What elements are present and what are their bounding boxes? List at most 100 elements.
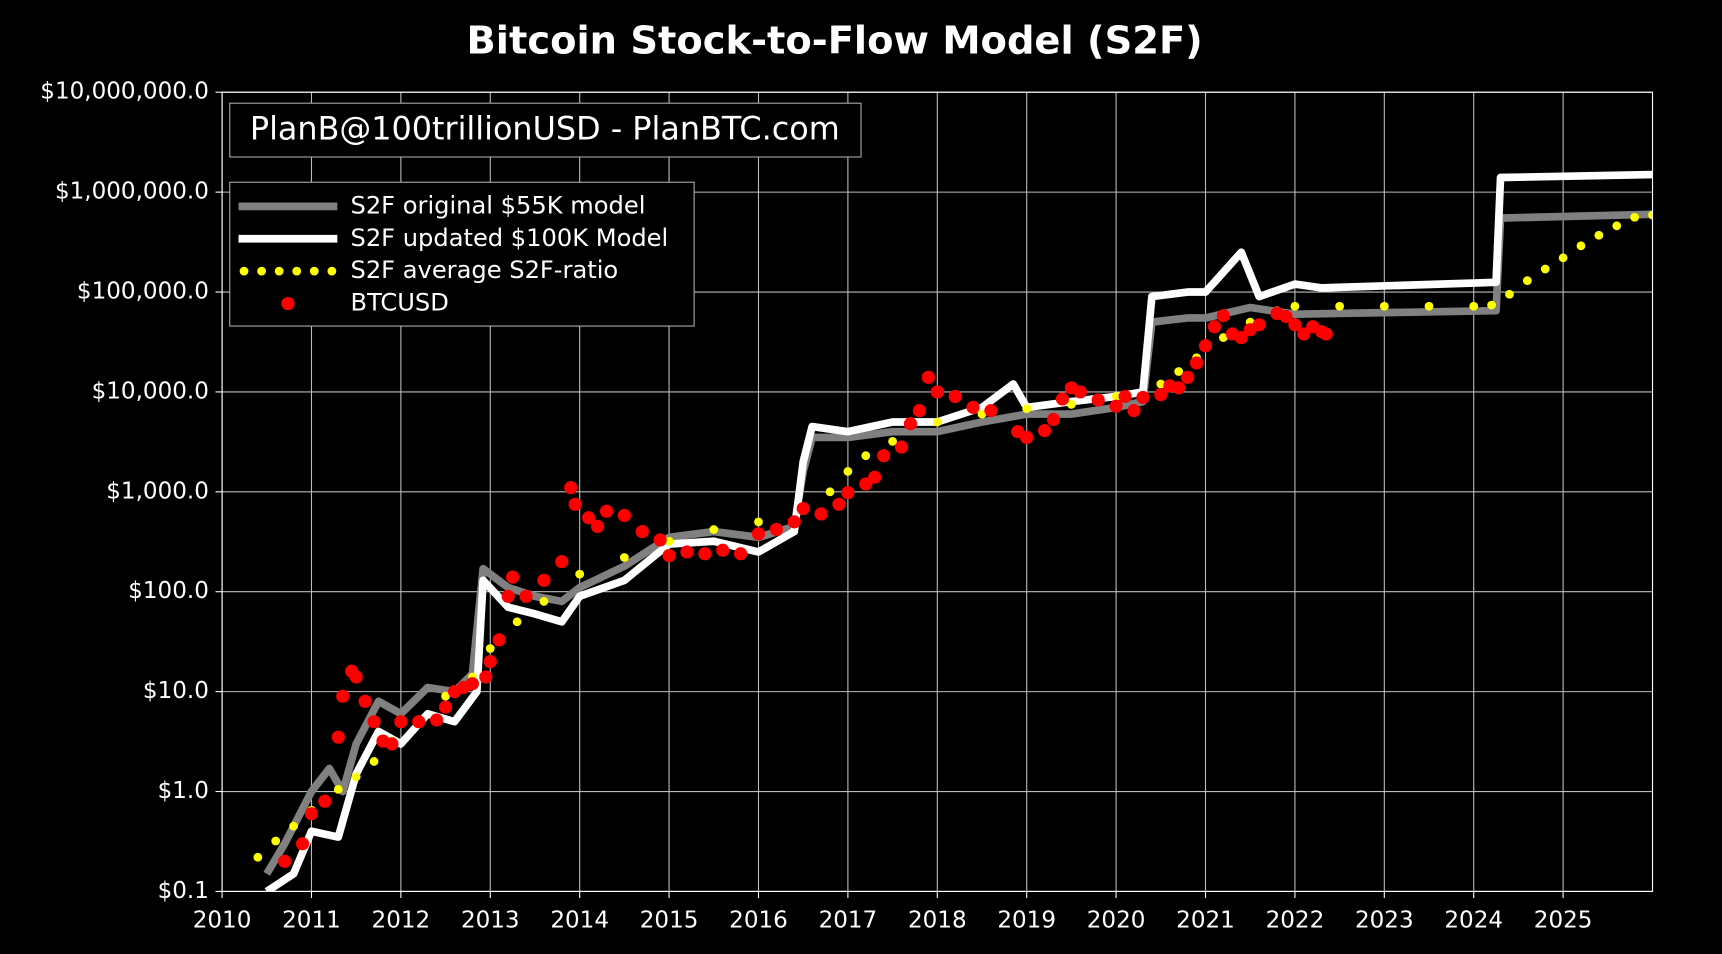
marker <box>1073 385 1087 399</box>
marker <box>680 545 694 559</box>
marker <box>295 837 310 851</box>
x-tick-label: 2011 <box>282 908 341 934</box>
dot <box>1335 301 1345 311</box>
dot <box>754 517 763 527</box>
annotation-box <box>229 102 862 158</box>
dot <box>1487 300 1496 310</box>
dot <box>1630 212 1640 222</box>
x-tick-label: 2020 <box>1087 908 1146 934</box>
dot <box>825 487 835 497</box>
marker <box>769 522 783 537</box>
marker <box>479 670 493 684</box>
y-tick-label: $10,000,000.0 <box>40 79 209 105</box>
x-tick-label: 2012 <box>372 908 431 934</box>
legend-swatch <box>239 266 249 276</box>
legend-swatch <box>281 296 295 311</box>
dot <box>619 553 629 562</box>
marker <box>832 497 846 511</box>
dot <box>1576 241 1586 251</box>
marker <box>412 715 426 729</box>
marker <box>304 807 319 821</box>
x-tick-label: 2017 <box>819 908 878 934</box>
marker <box>635 524 649 539</box>
dot <box>369 757 379 766</box>
marker <box>394 715 408 729</box>
legend-swatch <box>257 266 266 276</box>
dot <box>441 691 450 701</box>
marker <box>336 689 350 703</box>
dot <box>1156 379 1166 389</box>
dot <box>1379 301 1389 311</box>
marker <box>734 547 748 561</box>
marker <box>582 511 596 525</box>
marker <box>1118 389 1132 404</box>
dot <box>1594 230 1604 240</box>
marker <box>894 440 909 454</box>
x-tick-label: 2015 <box>640 908 699 934</box>
marker <box>841 486 855 500</box>
marker <box>568 497 582 511</box>
dot <box>1022 404 1032 414</box>
marker <box>1288 318 1302 332</box>
y-tick-label: $10,000.0 <box>92 378 209 404</box>
marker <box>921 370 935 384</box>
dot <box>1648 210 1653 220</box>
x-tick-label: 2016 <box>729 908 788 934</box>
x-tick-label: 2018 <box>908 908 967 934</box>
marker <box>1136 390 1150 405</box>
dot <box>575 569 585 579</box>
marker <box>814 507 828 521</box>
y-tick-label: $1,000,000.0 <box>55 179 209 205</box>
marker <box>877 449 891 463</box>
legend-swatch <box>309 266 319 276</box>
marker <box>519 589 533 603</box>
marker <box>367 715 381 729</box>
marker <box>483 654 497 669</box>
marker <box>555 555 569 569</box>
dot <box>1424 301 1434 311</box>
marker <box>1189 356 1204 370</box>
marker <box>1319 327 1333 341</box>
dot <box>1558 253 1568 263</box>
dot <box>1111 392 1121 401</box>
marker <box>1198 339 1213 353</box>
chart-title: Bitcoin Stock-to-Flow Model (S2F) <box>467 18 1203 63</box>
dot <box>512 617 522 627</box>
x-tick-label: 2021 <box>1176 908 1235 934</box>
marker <box>1127 404 1141 418</box>
dot <box>271 836 281 846</box>
y-tick-label: $100,000.0 <box>77 279 209 305</box>
marker <box>617 508 631 523</box>
legend-label: S2F original $55K model <box>351 191 646 219</box>
marker <box>948 389 962 404</box>
marker <box>465 677 479 691</box>
y-tick-label: $10.0 <box>143 678 209 704</box>
dot <box>1612 221 1622 231</box>
legend-label: S2F updated $100K Model <box>351 224 669 252</box>
x-tick-label: 2024 <box>1444 908 1503 934</box>
dot <box>1469 301 1479 311</box>
marker <box>859 477 873 491</box>
x-tick-label: 2019 <box>997 908 1056 934</box>
dot <box>1505 289 1514 299</box>
marker <box>1055 392 1070 406</box>
marker <box>787 515 801 529</box>
marker <box>318 794 332 808</box>
dot <box>539 597 549 606</box>
marker <box>438 700 453 714</box>
dot <box>289 821 298 831</box>
x-tick-label: 2025 <box>1534 908 1593 934</box>
marker <box>1234 330 1248 345</box>
marker <box>1207 320 1222 334</box>
legend-label: BTCUSD <box>351 289 449 317</box>
dot <box>843 467 853 476</box>
dot <box>861 451 871 461</box>
dot <box>932 417 942 427</box>
x-tick-label: 2014 <box>550 908 609 934</box>
x-tick-label: 2013 <box>461 908 520 934</box>
marker <box>1109 399 1123 413</box>
dot <box>351 772 361 782</box>
marker <box>1216 309 1230 323</box>
